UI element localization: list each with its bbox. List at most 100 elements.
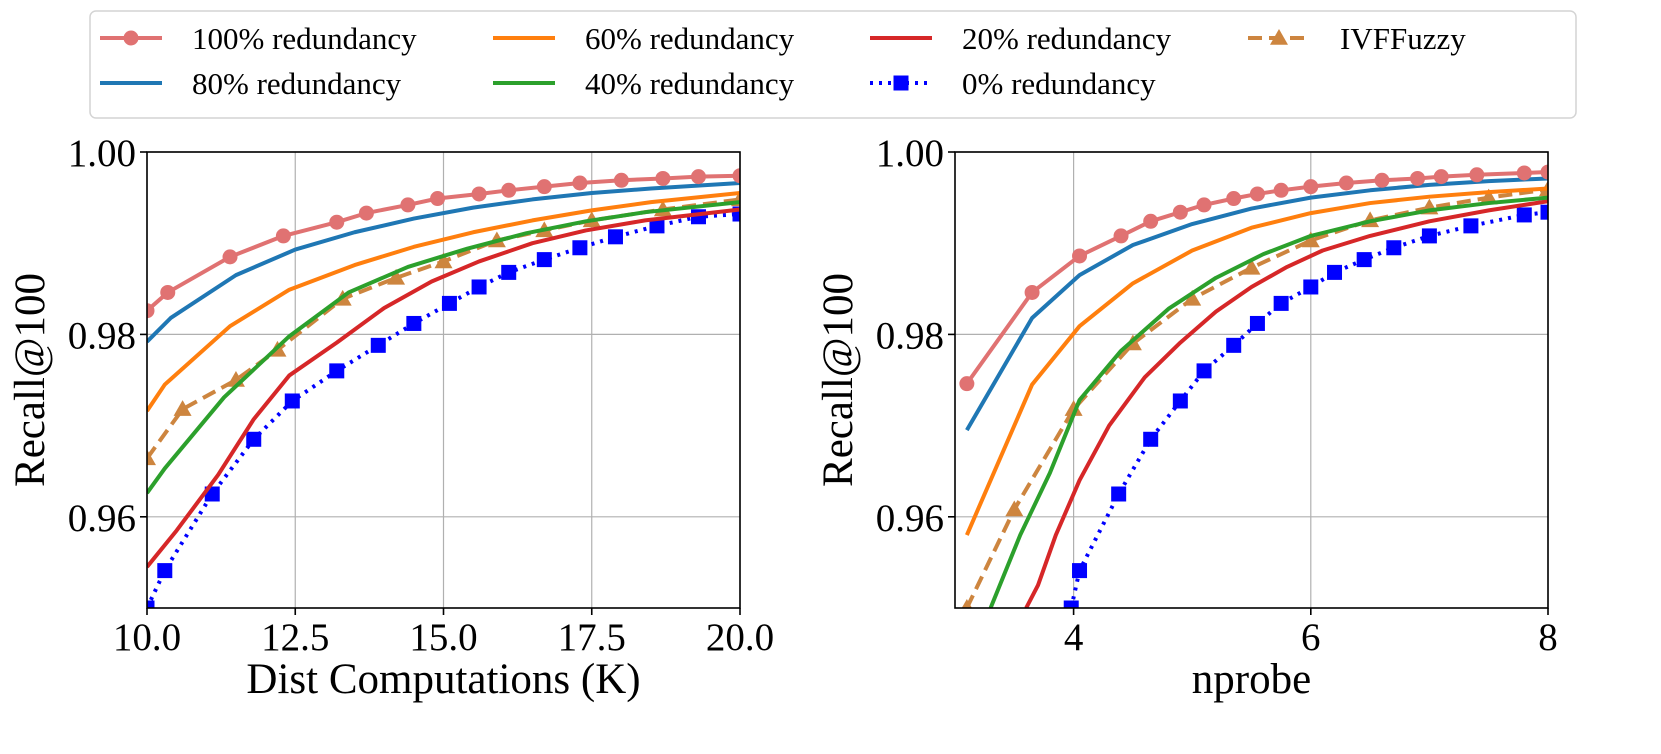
- data-point-r0-11: [1356, 252, 1372, 268]
- series-r80: [965, 176, 1548, 432]
- data-point-ivf-0: [147, 449, 156, 466]
- data-point-r100-15: [732, 168, 740, 184]
- data-point-r100-14: [1433, 169, 1449, 185]
- data-point-r100-8: [1249, 186, 1265, 202]
- data-point-r100-13: [1410, 170, 1426, 186]
- data-point-r100-11: [1338, 175, 1354, 191]
- data-point-r100-12: [1374, 172, 1390, 188]
- series-line-r60: [965, 186, 1548, 536]
- data-point-r0-1: [157, 563, 173, 579]
- y-axis-title: Recall@100: [7, 273, 54, 487]
- data-point-r100-15: [1469, 167, 1485, 183]
- series-r100: [147, 168, 740, 319]
- data-point-r100-5: [1172, 204, 1188, 220]
- data-point-r100-5: [358, 205, 374, 221]
- x-tick-label-0: 10.0: [113, 616, 181, 659]
- legend-label-r40: 40% redundancy: [585, 66, 795, 101]
- legend-marker-r0: [893, 75, 909, 91]
- data-point-ivf-6: [434, 252, 453, 269]
- legend-entry-ivf: IVFFuzzy: [1248, 21, 1466, 56]
- series-line-r60: [147, 191, 740, 413]
- data-point-ivf-0: [961, 599, 973, 608]
- legend-label-r80: 80% redundancy: [192, 66, 402, 101]
- data-point-r100-2: [222, 249, 238, 265]
- data-point-r0-6: [370, 337, 386, 353]
- plot-area: [959, 164, 1548, 608]
- data-point-ivf-6: [1301, 231, 1320, 248]
- data-point-r0-12: [1386, 240, 1402, 256]
- data-point-r0-7: [406, 315, 422, 331]
- data-point-r0-8: [1273, 295, 1289, 311]
- data-point-r100-6: [1196, 197, 1212, 213]
- series-line-r100: [147, 173, 740, 313]
- series-r100: [959, 164, 1548, 392]
- y-tick-label-2: 1.00: [876, 132, 944, 175]
- series-line-r40: [988, 195, 1548, 608]
- data-point-r0-5: [1196, 363, 1212, 379]
- series-line-r20: [147, 207, 740, 569]
- series-r20: [1024, 199, 1548, 608]
- x-tick-label-1: 12.5: [261, 616, 329, 659]
- series-r60: [147, 191, 740, 413]
- legend-entry-r40: 40% redundancy: [493, 66, 795, 101]
- data-point-r100-2: [1072, 248, 1088, 264]
- data-point-r0-9: [471, 279, 487, 295]
- x-tick-label-4: 20.0: [706, 616, 774, 659]
- x-tick-label-2: 8: [1538, 616, 1558, 659]
- legend-entry-r60: 60% redundancy: [493, 21, 795, 56]
- legend-entry-r100: 100% redundancy: [100, 21, 417, 56]
- series-line-r80: [965, 176, 1548, 432]
- y-tick-label-1: 0.98: [876, 314, 944, 357]
- data-point-r0-12: [572, 240, 588, 256]
- data-point-ivf-2: [1064, 400, 1083, 416]
- data-point-r100-11: [572, 175, 588, 191]
- data-point-r0-2: [1111, 486, 1127, 502]
- data-point-r0-11: [536, 252, 552, 268]
- data-point-r100-16: [1516, 165, 1532, 181]
- data-point-ivf-5: [1242, 258, 1261, 275]
- y-tick-label-2: 1.00: [68, 132, 136, 175]
- data-point-r0-3: [246, 431, 262, 447]
- series-line-r20: [1024, 199, 1548, 608]
- x-axis-title: Dist Computations (K): [246, 656, 640, 703]
- legend-label-r0: 0% redundancy: [962, 66, 1156, 101]
- y-tick-label-0: 0.96: [876, 497, 944, 540]
- y-axis-title: Recall@100: [815, 273, 862, 487]
- series-r40: [147, 200, 740, 495]
- series-ivf: [961, 180, 1548, 608]
- x-tick-label-3: 17.5: [558, 616, 626, 659]
- data-point-ivf-9: [1479, 188, 1498, 205]
- series-r40: [988, 195, 1548, 608]
- data-point-r100-9: [1273, 182, 1289, 198]
- data-point-ivf-4: [1183, 289, 1202, 306]
- data-point-r100-3: [1113, 228, 1129, 244]
- data-point-r0-7: [1249, 315, 1265, 331]
- legend-label-ivf: IVFFuzzy: [1340, 21, 1466, 56]
- legend-marker-ivf: [1270, 29, 1288, 45]
- data-point-r0-0: [147, 600, 155, 608]
- data-point-r0-14: [649, 218, 665, 234]
- series-r0: [147, 206, 740, 608]
- data-point-r0-4: [284, 393, 300, 409]
- data-point-r0-13: [607, 229, 623, 245]
- legend-entry-r80: 80% redundancy: [100, 66, 402, 101]
- legend: 100% redundancy 60% redundancy 20% redunda…: [89, 10, 1577, 119]
- data-point-r100-13: [655, 170, 671, 186]
- series-line-r0: [1069, 210, 1548, 608]
- data-point-r100-17: [1540, 164, 1548, 180]
- data-point-r100-1: [1024, 284, 1040, 300]
- x-tick-label-0: 4: [1064, 616, 1084, 659]
- data-point-r0-16: [732, 206, 740, 222]
- data-point-r100-3: [275, 228, 291, 244]
- x-tick-label-2: 15.0: [409, 616, 477, 659]
- series-r60: [965, 186, 1548, 536]
- legend-label-r60: 60% redundancy: [585, 21, 795, 56]
- series-r0: [1063, 204, 1548, 608]
- series-line-r80: [147, 181, 740, 344]
- x-tick-label-1: 6: [1301, 616, 1321, 659]
- data-point-r100-8: [471, 186, 487, 202]
- series-r80: [147, 181, 740, 344]
- legend-entry-r0: 0% redundancy: [870, 66, 1156, 101]
- data-point-r100-14: [690, 169, 706, 185]
